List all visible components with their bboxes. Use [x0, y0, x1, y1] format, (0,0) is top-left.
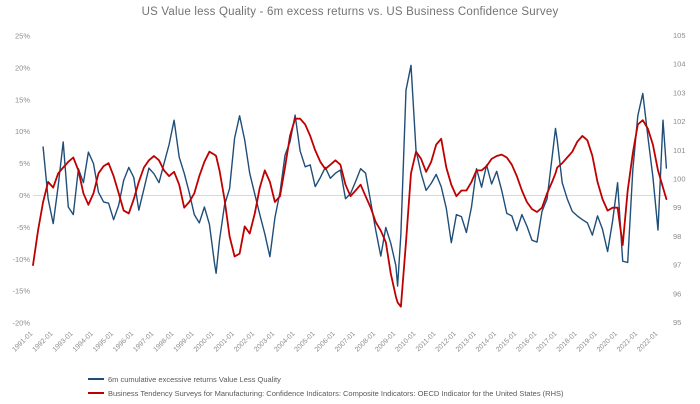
- x-axis-tick: 2003-01: [253, 330, 276, 353]
- right-axis-tick: 104: [673, 60, 686, 69]
- right-axis-tick: 103: [673, 88, 686, 97]
- left-axis-tick: -15%: [12, 287, 30, 296]
- x-axis-tick: 1992-01: [31, 330, 54, 353]
- x-axis-tick: 2005-01: [294, 330, 317, 353]
- left-axis-tick: -10%: [12, 255, 30, 264]
- x-axis-tick: 2022-01: [636, 330, 659, 353]
- x-axis-tick: 1995-01: [92, 330, 115, 353]
- right-axis-tick: 101: [673, 146, 686, 155]
- left-axis-tick: 0%: [19, 191, 30, 200]
- x-axis-tick: 2010-01: [394, 330, 417, 353]
- x-axis-tick: 2008-01: [354, 330, 377, 353]
- x-axis-tick: 2013-01: [455, 330, 478, 353]
- right-axis-tick: 98: [673, 232, 681, 241]
- x-axis-tick: 2017-01: [535, 330, 558, 353]
- series-line-value-less-quality: [42, 64, 668, 287]
- legend-swatch-red: [88, 392, 104, 394]
- x-axis-labels: 1991-011992-011993-011994-011995-011996-…: [11, 330, 659, 353]
- x-axis-tick: 2020-01: [596, 330, 619, 353]
- right-axis-tick: 99: [673, 203, 681, 212]
- left-axis-tick: 10%: [15, 127, 30, 136]
- right-axis-tick: 96: [673, 289, 681, 298]
- left-axis-tick: -20%: [12, 319, 30, 328]
- right-axis-tick: 100: [673, 175, 686, 184]
- x-axis-tick: 1993-01: [52, 330, 75, 353]
- x-axis-tick: 2012-01: [435, 330, 458, 353]
- legend-swatch-blue: [88, 378, 104, 380]
- y-axis-left-labels: 25% 20% 15% 10% 5% 0% -5% -10% -15% -20%: [12, 32, 30, 328]
- x-axis-tick: 2002-01: [233, 330, 256, 353]
- x-axis-tick: 2000-01: [193, 330, 216, 353]
- x-axis-tick: 2018-01: [556, 330, 579, 353]
- x-axis-tick: 2016-01: [515, 330, 538, 353]
- left-axis-tick: -5%: [17, 223, 31, 232]
- left-axis-tick: 15%: [15, 95, 30, 104]
- x-axis-tick: 1994-01: [72, 330, 95, 353]
- x-axis-tick: 2001-01: [213, 330, 236, 353]
- x-axis-tick: 1999-01: [173, 330, 196, 353]
- left-axis-tick: 5%: [19, 159, 30, 168]
- x-axis-tick: 2021-01: [616, 330, 639, 353]
- legend-item-value-series: 6m cumulative excessive returns Value Le…: [88, 372, 564, 386]
- x-axis-tick: 2014-01: [475, 330, 498, 353]
- x-axis-tick: 1991-01: [11, 330, 34, 353]
- y-axis-right-labels: 105 104 103 102 101 100 99 98 97 96 95: [673, 31, 686, 327]
- x-axis-tick: 2007-01: [334, 330, 357, 353]
- x-axis-tick: 2006-01: [314, 330, 337, 353]
- legend-label-value-series: 6m cumulative excessive returns Value Le…: [108, 374, 281, 384]
- x-axis-tick: 2015-01: [495, 330, 518, 353]
- legend-label-confidence-series: Business Tendency Surveys for Manufactur…: [108, 388, 564, 398]
- left-axis-tick: 20%: [15, 63, 30, 72]
- right-axis-tick: 95: [673, 318, 681, 327]
- left-axis-tick: 25%: [15, 32, 30, 41]
- x-axis-tick: 2011-01: [415, 330, 438, 353]
- x-axis-tick: 1998-01: [152, 330, 175, 353]
- chart-title: US Value less Quality - 6m excess return…: [141, 6, 559, 18]
- legend: 6m cumulative excessive returns Value Le…: [88, 372, 564, 400]
- x-axis-tick: 1996-01: [112, 330, 135, 353]
- x-axis-tick: 2009-01: [374, 330, 397, 353]
- x-axis-tick: 2019-01: [576, 330, 599, 353]
- right-axis-tick: 105: [673, 31, 686, 40]
- legend-item-confidence-series: Business Tendency Surveys for Manufactur…: [88, 386, 564, 400]
- x-axis-tick: 1997-01: [132, 330, 155, 353]
- right-axis-tick: 102: [673, 117, 686, 126]
- series-line-confidence-indicator: [32, 117, 668, 308]
- x-axis-tick: 2004-01: [273, 330, 296, 353]
- right-axis-tick: 97: [673, 261, 681, 270]
